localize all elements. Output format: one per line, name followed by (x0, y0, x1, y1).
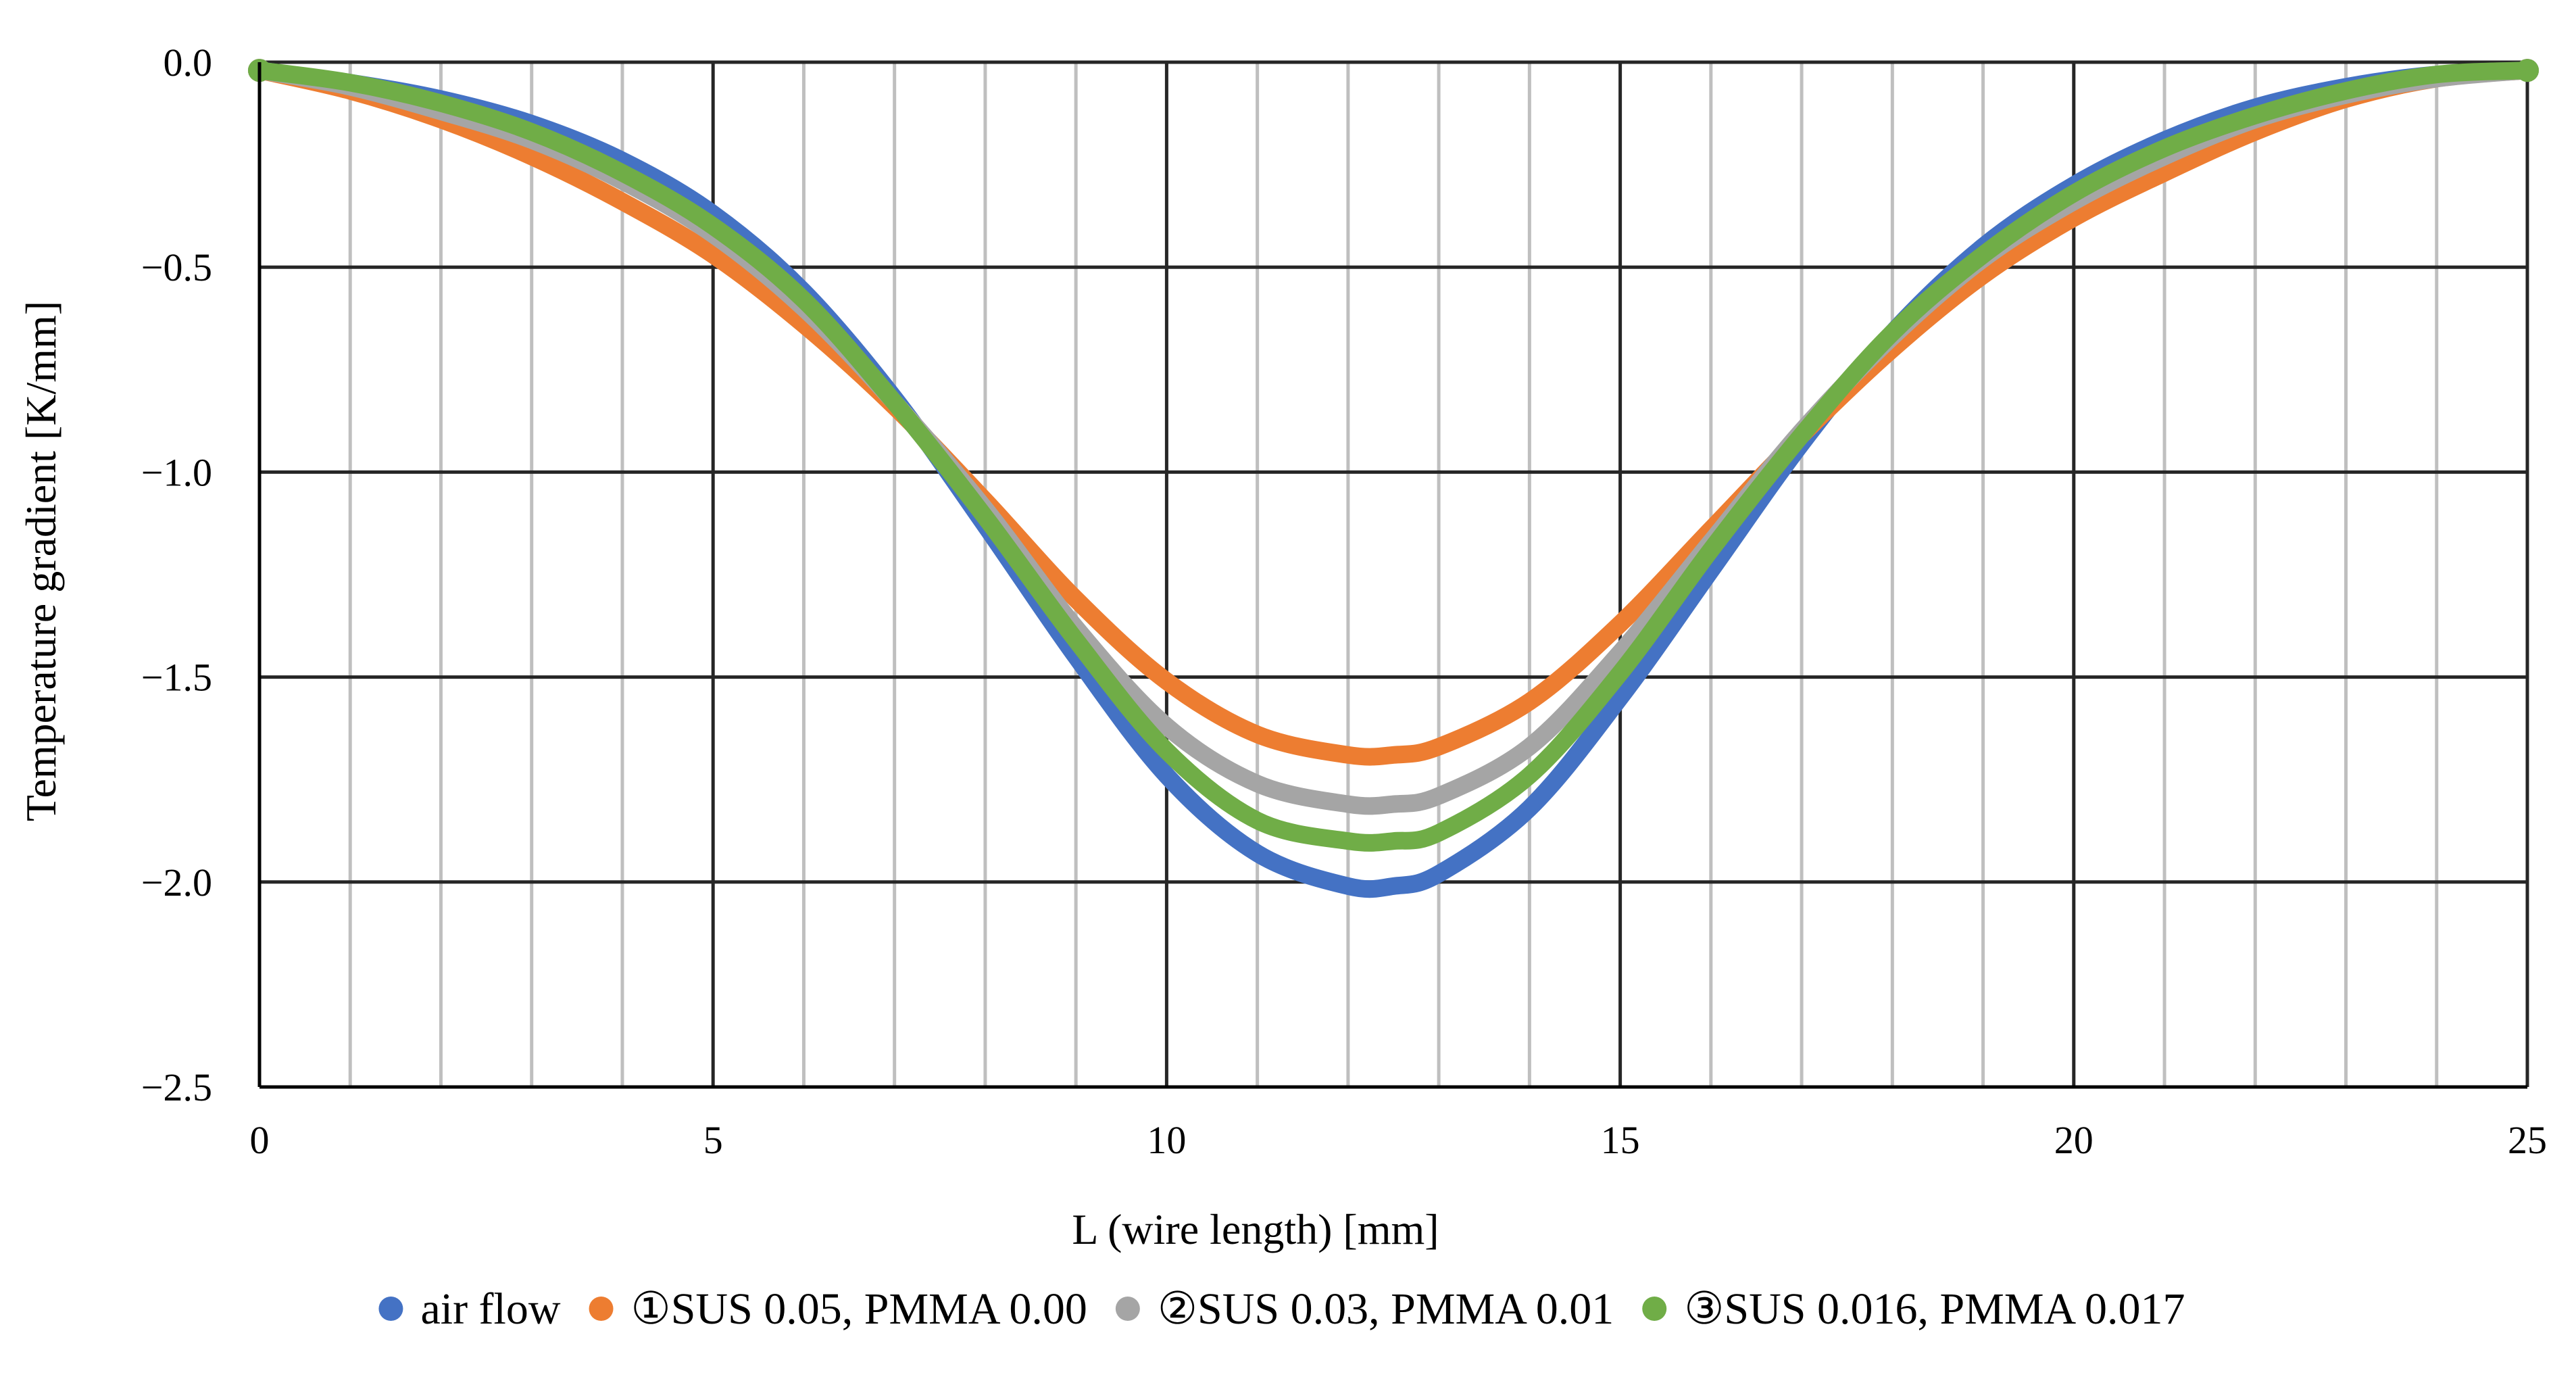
y-tick-labels: 0.0 −0.5 −1.0 −1.5 −2.0 −2.5 (141, 41, 212, 1109)
series-line-3 (251, 62, 2536, 852)
y-tick-label: −2.0 (141, 861, 212, 904)
legend-label-2: ②SUS 0.03, PMMA 0.01 (1158, 1284, 1614, 1334)
legend-marker-0 (378, 1297, 403, 1321)
x-axis-title: L (wire length) [mm] (1072, 1205, 1439, 1253)
axes (257, 62, 2527, 1089)
x-tick-label: 15 (1601, 1118, 1640, 1162)
y-axis-title: Temperature gradient [K/mm] (17, 301, 65, 821)
y-tick-label: 0.0 (164, 41, 213, 84)
legend-item-2: ②SUS 0.03, PMMA 0.01 (1115, 1284, 1614, 1334)
x-tick-label: 25 (2508, 1118, 2547, 1162)
legend-marker-3 (1642, 1297, 1667, 1321)
legend-item-0: air flow (378, 1284, 561, 1334)
y-tick-label: −1.5 (141, 656, 212, 700)
legend-item-1: ①SUS 0.05, PMMA 0.00 (589, 1284, 1087, 1334)
x-tick-label: 5 (703, 1118, 723, 1162)
y-tick-label: −2.5 (141, 1065, 212, 1109)
legend-item-3: ③SUS 0.016, PMMA 0.017 (1642, 1284, 2185, 1334)
legend-marker-1 (589, 1297, 614, 1321)
legend-label-1: ①SUS 0.05, PMMA 0.00 (631, 1284, 1087, 1334)
x-tick-label: 20 (2054, 1118, 2094, 1162)
y-tick-label: −1.0 (141, 450, 212, 494)
x-tick-labels: 0 5 10 15 20 25 (250, 1118, 2548, 1162)
legend-marker-2 (1115, 1297, 1140, 1321)
data-series (248, 59, 2539, 898)
legend: air flow ①SUS 0.05, PMMA 0.00 ②SUS 0.03, P… (378, 1284, 2185, 1334)
y-tick-label: −0.5 (141, 245, 212, 289)
x-tick-label: 10 (1147, 1118, 1186, 1162)
legend-label-3: ③SUS 0.016, PMMA 0.017 (1684, 1284, 2185, 1334)
legend-label-0: air flow (420, 1284, 560, 1334)
series-line-1 (251, 62, 2536, 766)
series-3-end-marker-1 (2516, 59, 2539, 82)
x-tick-label: 0 (250, 1118, 270, 1162)
